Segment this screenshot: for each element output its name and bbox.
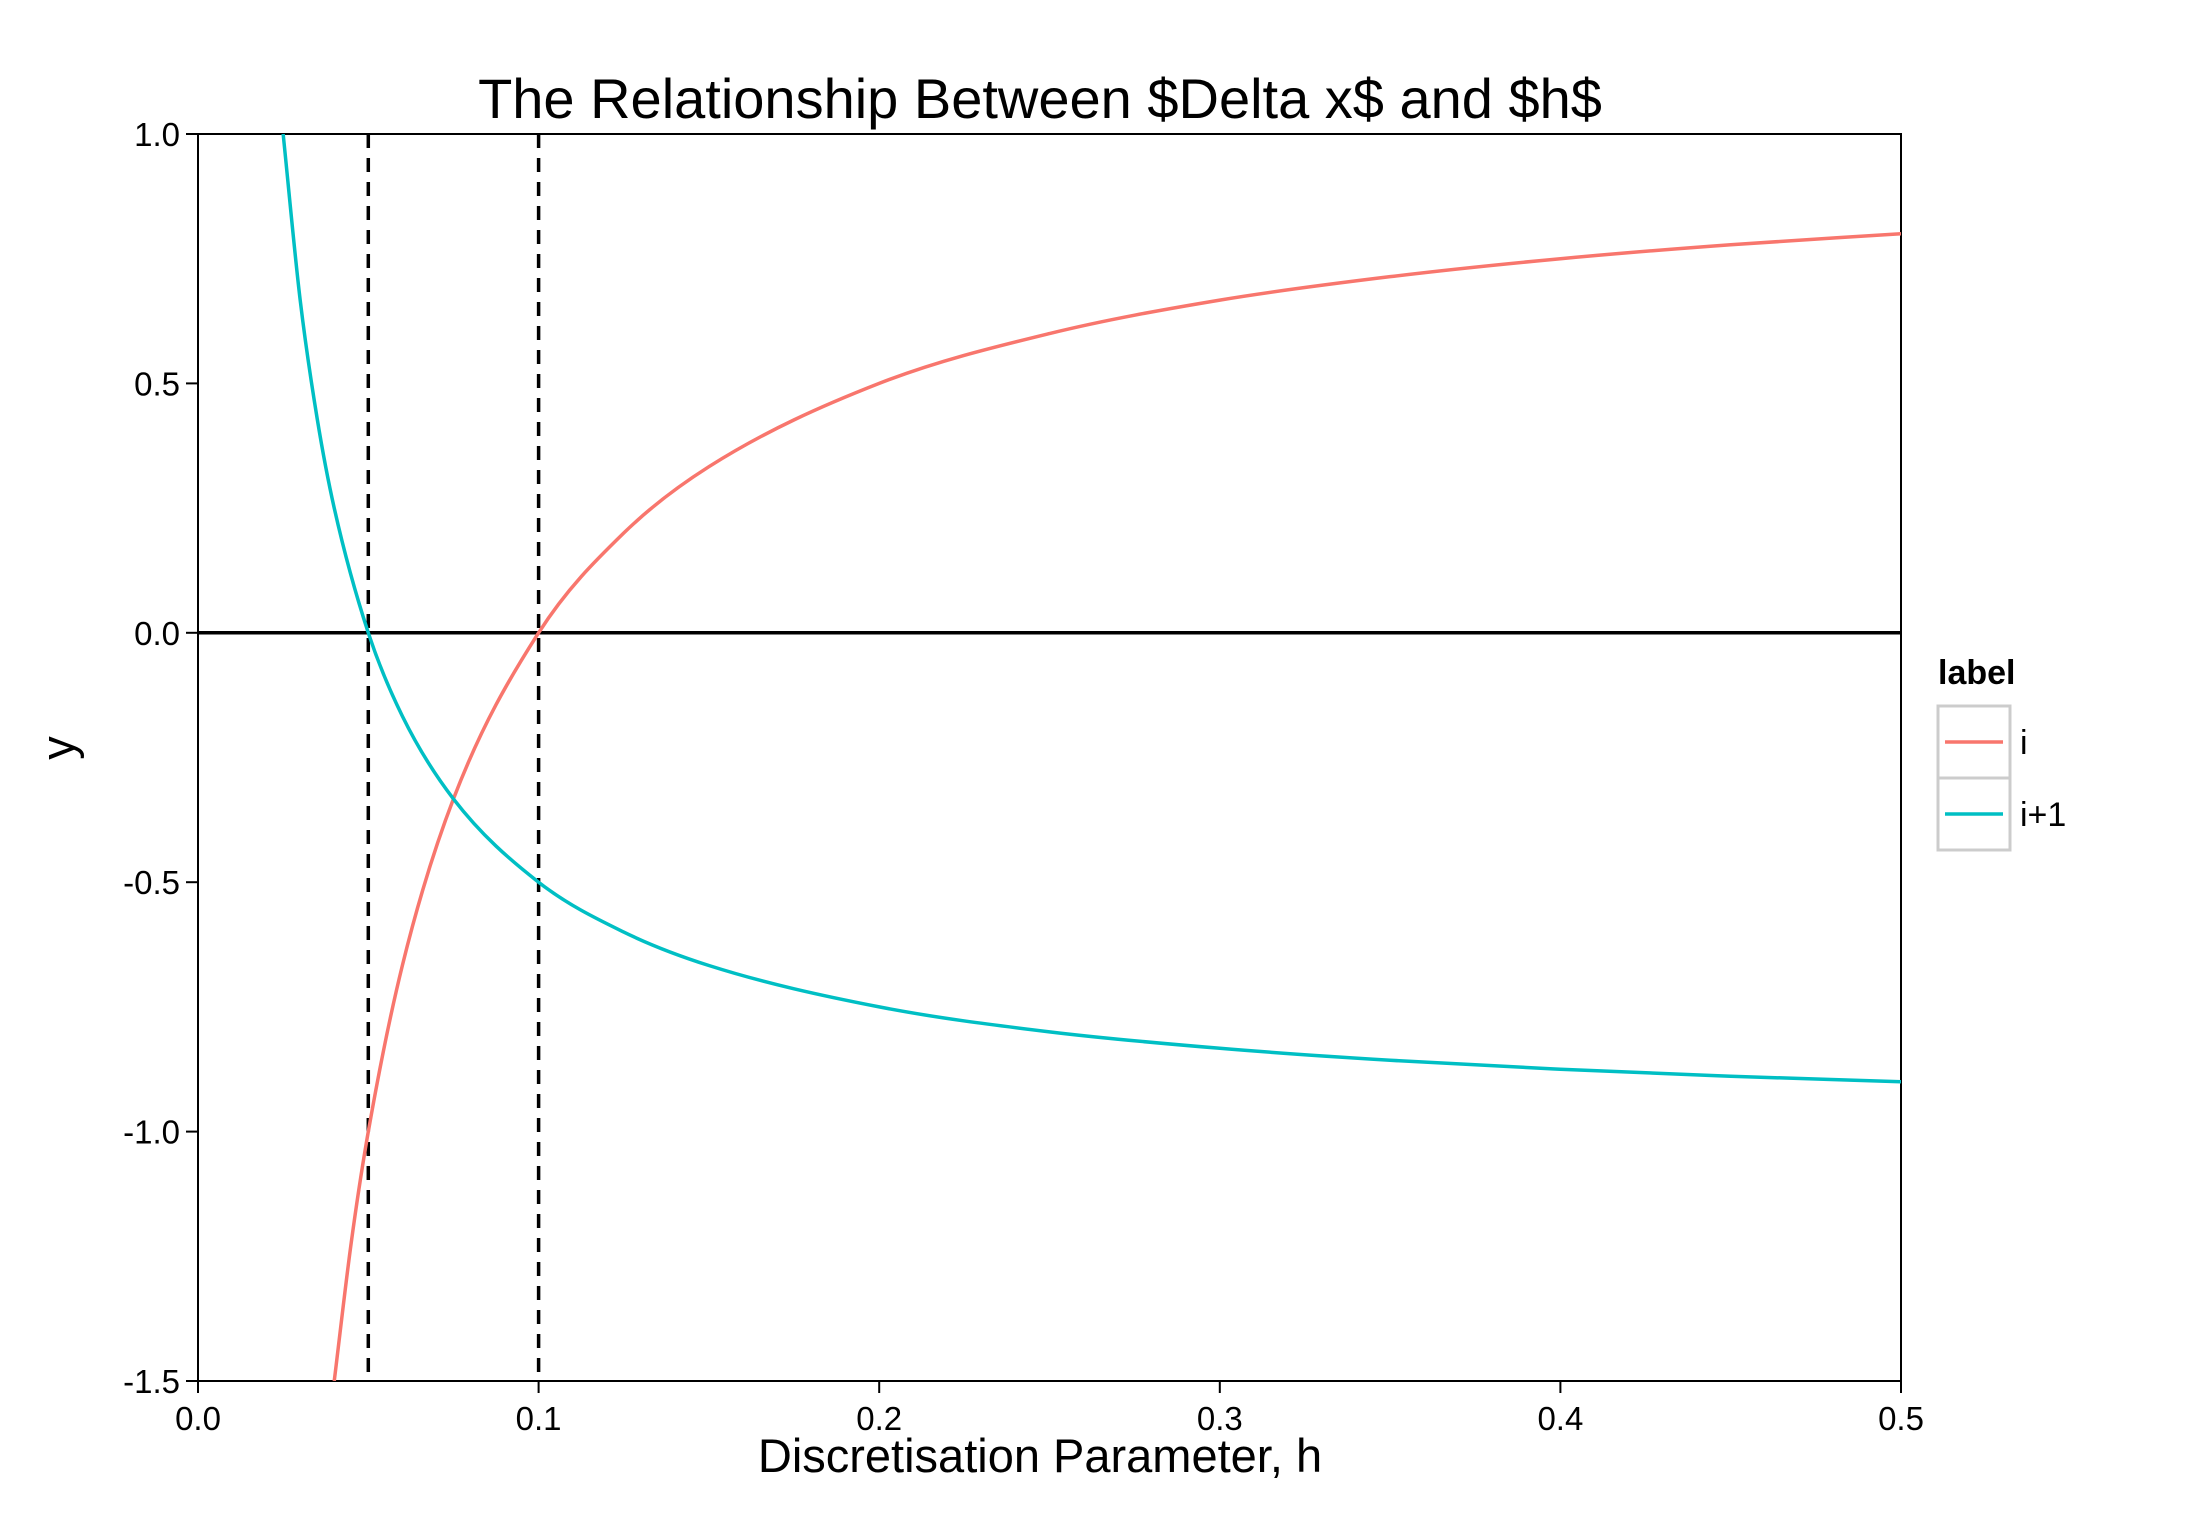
legend-label-i: i: [2020, 724, 2028, 762]
x-tick-label: 0.4: [1537, 1400, 1583, 1437]
x-axis-title: Discretisation Parameter, h: [758, 1429, 1322, 1482]
y-tick-label: -0.5: [123, 864, 180, 901]
y-tick-label: 1.0: [134, 116, 180, 153]
y-tick-label: -1.0: [123, 1114, 180, 1151]
series-line-i-1: [281, 134, 1901, 1084]
x-tick-label: 0.3: [1197, 1400, 1243, 1437]
legend-title: label: [1938, 654, 2015, 692]
y-tick-label: 0.0: [134, 615, 180, 652]
y-tick-label: 0.5: [134, 365, 180, 402]
x-tick-label: 0.0: [175, 1400, 221, 1437]
legend: label i i+1: [1936, 654, 2066, 852]
x-tick-label: 0.5: [1878, 1400, 1924, 1437]
plot-area: 0.0 0.1 0.2 0.3 0.4 0.5 1.0 0.5 0.0 -0.5 -1.0 -1.5: [123, 116, 1924, 1437]
legend-label-i-1: i+1: [2020, 796, 2066, 834]
x-tick-label: 0.2: [856, 1400, 902, 1437]
series-line-i: [332, 232, 1901, 1381]
y-axis-title: y: [31, 736, 84, 760]
plot-panel-border: [197, 133, 1902, 1382]
y-tick-label: -1.5: [123, 1363, 180, 1400]
x-tick-label: 0.1: [516, 1400, 562, 1437]
chart-title: The Relationship Between $Delta x$ and $…: [478, 67, 1602, 130]
